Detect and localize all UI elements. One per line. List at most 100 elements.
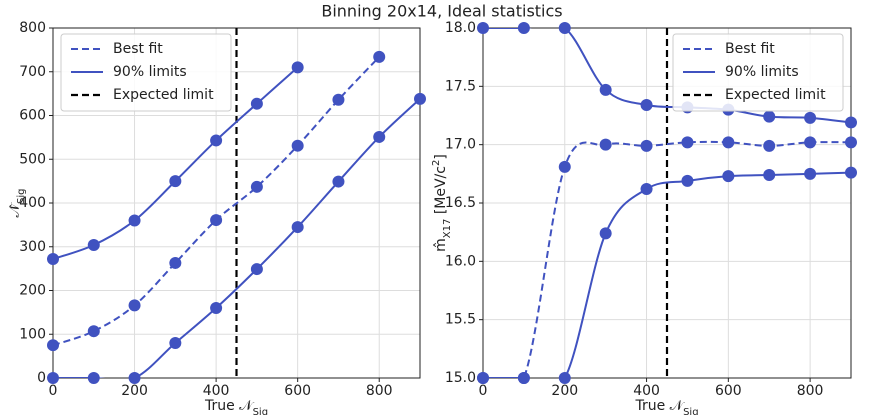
legend-box [672, 33, 844, 112]
series-line [483, 140, 851, 378]
y-tick-label: 0 [37, 370, 46, 386]
y-tick-label: 600 [19, 108, 46, 124]
figure-title: Binning 20x14, Ideal statistics [321, 2, 562, 21]
x-tick-label: 600 [284, 383, 311, 399]
x-tick-label: 0 [49, 383, 58, 399]
data-point [87, 239, 100, 251]
data-point [722, 170, 735, 183]
y-tick-label: 100 [19, 326, 46, 342]
data-point [558, 160, 571, 173]
y-tick-label: 16.0 [445, 253, 476, 269]
data-point [558, 22, 571, 34]
x-tick-label: 200 [551, 383, 578, 399]
x-axis-label-part: True 𝒩 [634, 398, 685, 414]
x-tick-label: 600 [715, 383, 742, 399]
x-tick-label: 800 [797, 383, 824, 399]
data-point [845, 166, 857, 179]
x-tick-label: 200 [121, 383, 148, 399]
data-point [87, 372, 100, 384]
x-axis-label-part: Sig [683, 407, 698, 415]
data-point [640, 183, 653, 195]
data-point [722, 136, 735, 149]
data-point [517, 372, 530, 384]
legend-label: 90% limits [113, 64, 187, 80]
data-point [804, 136, 817, 149]
data-point [210, 134, 223, 147]
y-tick-label: 700 [19, 64, 46, 80]
y-axis-label-part: ] [433, 154, 449, 159]
y-axis-label-part: 2 [431, 160, 442, 166]
data-point [210, 302, 223, 314]
x-axis-label-part: Sig [253, 407, 268, 415]
data-point [640, 99, 653, 111]
y-tick-label: 200 [19, 283, 46, 299]
data-point [128, 372, 141, 384]
x-tick-label: 0 [479, 383, 488, 399]
data-point [414, 92, 426, 105]
y-axis-label-part: 𝒩̂ [7, 201, 23, 217]
y-axis-label-part: [MeV/c [433, 166, 449, 219]
x-axis-label: True 𝒩Sig [204, 398, 268, 415]
y-tick-label: 16.5 [445, 195, 476, 211]
data-point [373, 50, 386, 63]
data-point [291, 139, 304, 152]
data-point [250, 263, 263, 276]
data-point [640, 139, 653, 152]
data-point [763, 110, 776, 123]
y-axis-label-part: X17 [442, 219, 453, 239]
data-point [128, 299, 141, 312]
data-point [210, 214, 223, 227]
data-point [845, 116, 857, 129]
data-point [250, 180, 263, 193]
legend-box [60, 33, 232, 112]
data-point [681, 174, 694, 187]
data-point [599, 138, 612, 151]
data-point [169, 256, 182, 269]
legend-label: Expected limit [725, 87, 826, 103]
y-tick-label: 800 [19, 20, 46, 36]
x-axis-label-part: True 𝒩 [204, 398, 255, 414]
legend-label: Best fit [725, 41, 775, 57]
data-point [87, 325, 100, 338]
y-axis-label: 𝒩̂Sig [7, 189, 27, 218]
data-point [599, 83, 612, 96]
data-point [47, 253, 59, 265]
data-point [169, 337, 182, 349]
legend-label: 90% limits [725, 64, 799, 80]
data-point [291, 221, 304, 234]
data-point [332, 93, 345, 106]
legend-label: Expected limit [113, 87, 214, 103]
y-tick-label: 17.0 [445, 137, 476, 153]
data-point [477, 372, 489, 384]
data-point [804, 167, 817, 180]
data-point [332, 175, 345, 188]
series-line [53, 98, 420, 378]
data-point [47, 372, 59, 384]
data-point [477, 22, 489, 34]
data-point [169, 175, 182, 188]
data-point [558, 372, 571, 384]
x-tick-label: 400 [203, 383, 230, 399]
legend-label: Best fit [113, 41, 163, 57]
series-line [483, 28, 851, 124]
data-point [291, 61, 304, 74]
data-point [47, 339, 59, 352]
data-point [804, 111, 817, 124]
y-axis-label: m̂X17 [MeV/c2] [431, 154, 453, 252]
y-axis-label-part: m̂ [433, 238, 449, 252]
data-point [681, 136, 694, 149]
y-tick-label: 500 [19, 151, 46, 167]
y-tick-label: 15.5 [445, 312, 476, 328]
data-point [250, 97, 263, 110]
y-tick-label: 300 [19, 239, 46, 255]
x-tick-label: 800 [366, 383, 393, 399]
data-point [763, 169, 776, 181]
y-tick-label: 18.0 [445, 20, 476, 36]
x-axis-label: True 𝒩Sig [634, 398, 698, 415]
data-point [128, 214, 141, 227]
data-point [517, 22, 530, 34]
y-axis-label-part: Sig [16, 189, 27, 204]
data-point [373, 130, 386, 143]
data-point [763, 139, 776, 152]
